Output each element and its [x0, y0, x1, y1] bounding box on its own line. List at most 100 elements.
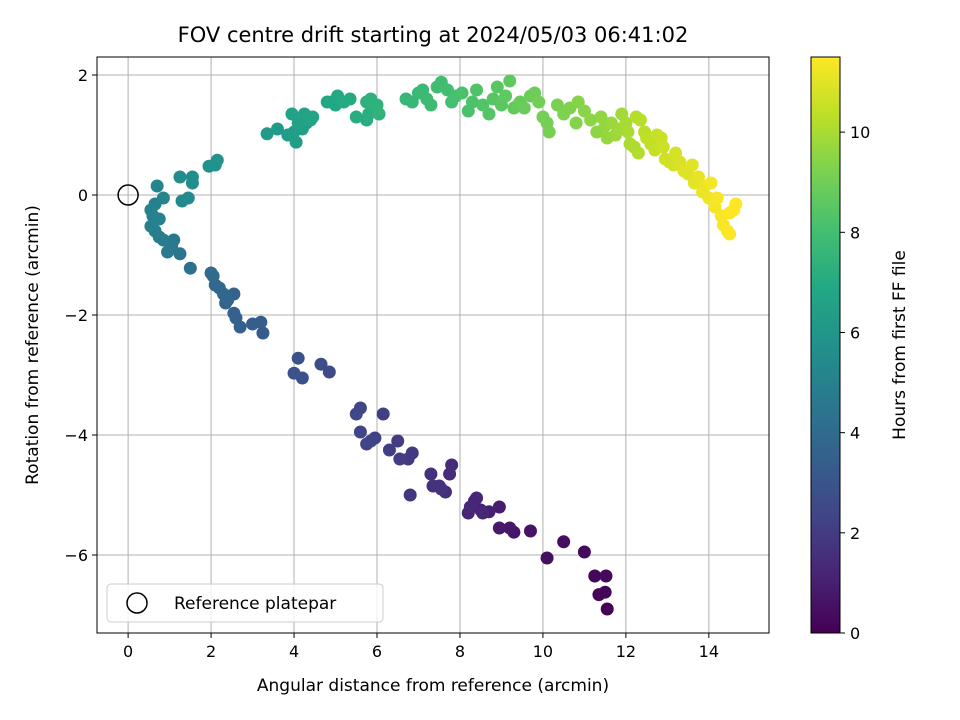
y-tick-label: 0	[78, 186, 88, 205]
colorbar-tick-label: 10	[850, 123, 870, 142]
data-point	[656, 140, 670, 154]
colorbar	[810, 56, 841, 634]
data-point	[372, 107, 386, 121]
data-point	[476, 506, 490, 520]
data-point	[723, 206, 737, 220]
colorbar-label: Hours from first FF file	[890, 250, 910, 440]
y-axis-ticks: −6 −4 −2 0 2	[64, 66, 97, 565]
y-tick-label: −2	[64, 306, 88, 325]
x-tick-label: 0	[123, 642, 133, 661]
colorbar-tick-label: 8	[850, 223, 860, 242]
data-point	[285, 107, 299, 121]
data-point	[434, 482, 448, 496]
data-point	[183, 261, 197, 275]
data-point	[181, 191, 195, 205]
data-point	[557, 535, 571, 549]
data-point	[600, 602, 614, 616]
data-point	[161, 245, 175, 259]
x-tick-label: 8	[455, 642, 465, 661]
data-point	[542, 125, 556, 139]
data-point	[152, 212, 166, 226]
legend-box	[106, 583, 384, 623]
y-tick-label: −4	[64, 426, 88, 445]
data-point	[633, 113, 647, 127]
x-tick-label: 6	[372, 642, 382, 661]
data-point	[144, 203, 158, 217]
data-point	[349, 110, 363, 124]
data-point	[360, 437, 374, 451]
legend: Reference platepar	[106, 583, 384, 623]
data-point	[631, 146, 645, 160]
data-point	[470, 83, 484, 97]
colorbar-tick-label: 2	[850, 524, 860, 543]
data-point	[723, 227, 737, 241]
data-point	[499, 89, 513, 103]
colorbar-tick-label: 0	[850, 624, 860, 643]
data-point	[246, 317, 260, 331]
data-point	[540, 551, 554, 565]
data-point	[349, 407, 363, 421]
data-point	[465, 95, 479, 109]
chart-title: FOV centre drift starting at 2024/05/03 …	[178, 23, 689, 47]
x-tick-label: 2	[206, 642, 216, 661]
data-point	[314, 357, 328, 371]
colorbar-tick-label: 6	[850, 323, 860, 342]
data-point	[704, 176, 718, 190]
x-axis-ticks: 0 2 4 6 8 10 12 14	[123, 633, 719, 661]
data-point	[287, 366, 301, 380]
data-point	[210, 153, 224, 167]
data-point	[490, 80, 504, 94]
data-point	[403, 488, 417, 502]
data-point	[376, 407, 390, 421]
data-point	[443, 467, 457, 481]
data-point	[577, 545, 591, 559]
data-point	[150, 179, 164, 193]
data-point	[382, 443, 396, 457]
data-point	[463, 500, 477, 514]
grid-lines	[97, 57, 769, 633]
data-point	[621, 125, 635, 139]
data-point	[482, 107, 496, 121]
data-point	[492, 521, 506, 535]
data-point	[592, 588, 606, 602]
x-tick-label: 10	[533, 642, 553, 661]
data-point	[256, 326, 270, 340]
data-point	[391, 434, 405, 448]
data-point	[227, 306, 241, 320]
data-point	[588, 569, 602, 583]
x-tick-label: 4	[289, 642, 299, 661]
data-point	[156, 191, 170, 205]
data-point	[260, 127, 274, 141]
data-point	[289, 135, 303, 149]
data-point	[503, 521, 517, 535]
data-point	[322, 365, 336, 379]
y-tick-label: 2	[78, 66, 88, 85]
reference-marker-group	[117, 184, 139, 206]
data-point	[685, 158, 699, 172]
data-point	[173, 247, 187, 261]
data-point	[185, 170, 199, 184]
data-point	[569, 116, 583, 130]
y-axis-label: Rotation from reference (arcmin)	[23, 205, 43, 485]
reference-platepar-marker	[117, 184, 139, 206]
data-point	[532, 95, 546, 109]
data-point	[424, 467, 438, 481]
data-point	[455, 86, 469, 100]
x-axis-label: Angular distance from reference (arcmin)	[257, 676, 609, 696]
data-points	[144, 74, 743, 616]
data-point	[517, 101, 531, 115]
data-point	[492, 500, 506, 514]
colorbar-tick-label: 4	[850, 424, 860, 443]
x-tick-label: 12	[616, 642, 636, 661]
legend-reference-marker	[126, 592, 148, 614]
legend-entry-label: Reference platepar	[174, 594, 336, 614]
data-point	[204, 266, 218, 280]
data-point	[291, 351, 305, 365]
data-point	[503, 74, 517, 88]
data-point	[353, 425, 367, 439]
data-point	[270, 122, 284, 136]
data-point	[710, 191, 724, 205]
data-point	[584, 113, 598, 127]
data-point	[393, 452, 407, 466]
